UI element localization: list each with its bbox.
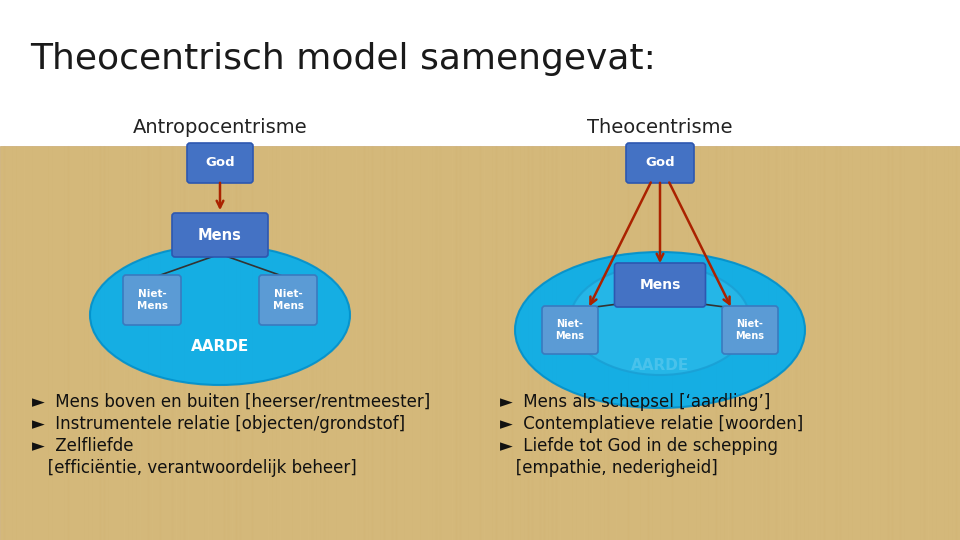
FancyBboxPatch shape xyxy=(722,306,778,354)
Text: ►  Mens boven en buiten [heerser/rentmeester]: ► Mens boven en buiten [heerser/rentmees… xyxy=(32,393,430,411)
Text: ►  Instrumentele relatie [objecten/grondstof]: ► Instrumentele relatie [objecten/gronds… xyxy=(32,415,405,433)
Ellipse shape xyxy=(90,245,350,385)
Text: [empathie, nederigheid]: [empathie, nederigheid] xyxy=(500,459,718,477)
FancyBboxPatch shape xyxy=(123,275,181,325)
FancyBboxPatch shape xyxy=(187,143,253,183)
Text: AARDE: AARDE xyxy=(191,339,250,354)
Text: God: God xyxy=(645,157,675,170)
FancyBboxPatch shape xyxy=(614,263,706,307)
Text: Theocentrisch model samengevat:: Theocentrisch model samengevat: xyxy=(30,42,656,76)
Text: ►  Mens als schepsel [‘aardling’]: ► Mens als schepsel [‘aardling’] xyxy=(500,393,770,411)
FancyBboxPatch shape xyxy=(172,213,268,257)
Text: Theocentrisme: Theocentrisme xyxy=(588,118,732,137)
Text: AARDE: AARDE xyxy=(631,357,689,373)
Text: Antropocentrisme: Antropocentrisme xyxy=(132,118,307,137)
FancyBboxPatch shape xyxy=(259,275,317,325)
FancyBboxPatch shape xyxy=(542,306,598,354)
Text: Niet-
Mens: Niet- Mens xyxy=(556,319,585,341)
Ellipse shape xyxy=(515,252,805,408)
Text: ►  Zelfliefde: ► Zelfliefde xyxy=(32,437,133,455)
Text: God: God xyxy=(205,157,235,170)
Text: Niet-
Mens: Niet- Mens xyxy=(735,319,764,341)
Text: Mens: Mens xyxy=(198,227,242,242)
Text: Mens: Mens xyxy=(639,278,681,292)
Text: ►  Contemplatieve relatie [woorden]: ► Contemplatieve relatie [woorden] xyxy=(500,415,804,433)
Text: ►  Liefde tot God in de schepping: ► Liefde tot God in de schepping xyxy=(500,437,778,455)
Text: [efficiëntie, verantwoordelijk beheer]: [efficiëntie, verantwoordelijk beheer] xyxy=(32,459,357,477)
FancyBboxPatch shape xyxy=(626,143,694,183)
Text: Niet-
Mens: Niet- Mens xyxy=(273,289,303,311)
Bar xyxy=(0,146,960,540)
Ellipse shape xyxy=(570,265,750,375)
Text: Niet-
Mens: Niet- Mens xyxy=(136,289,167,311)
